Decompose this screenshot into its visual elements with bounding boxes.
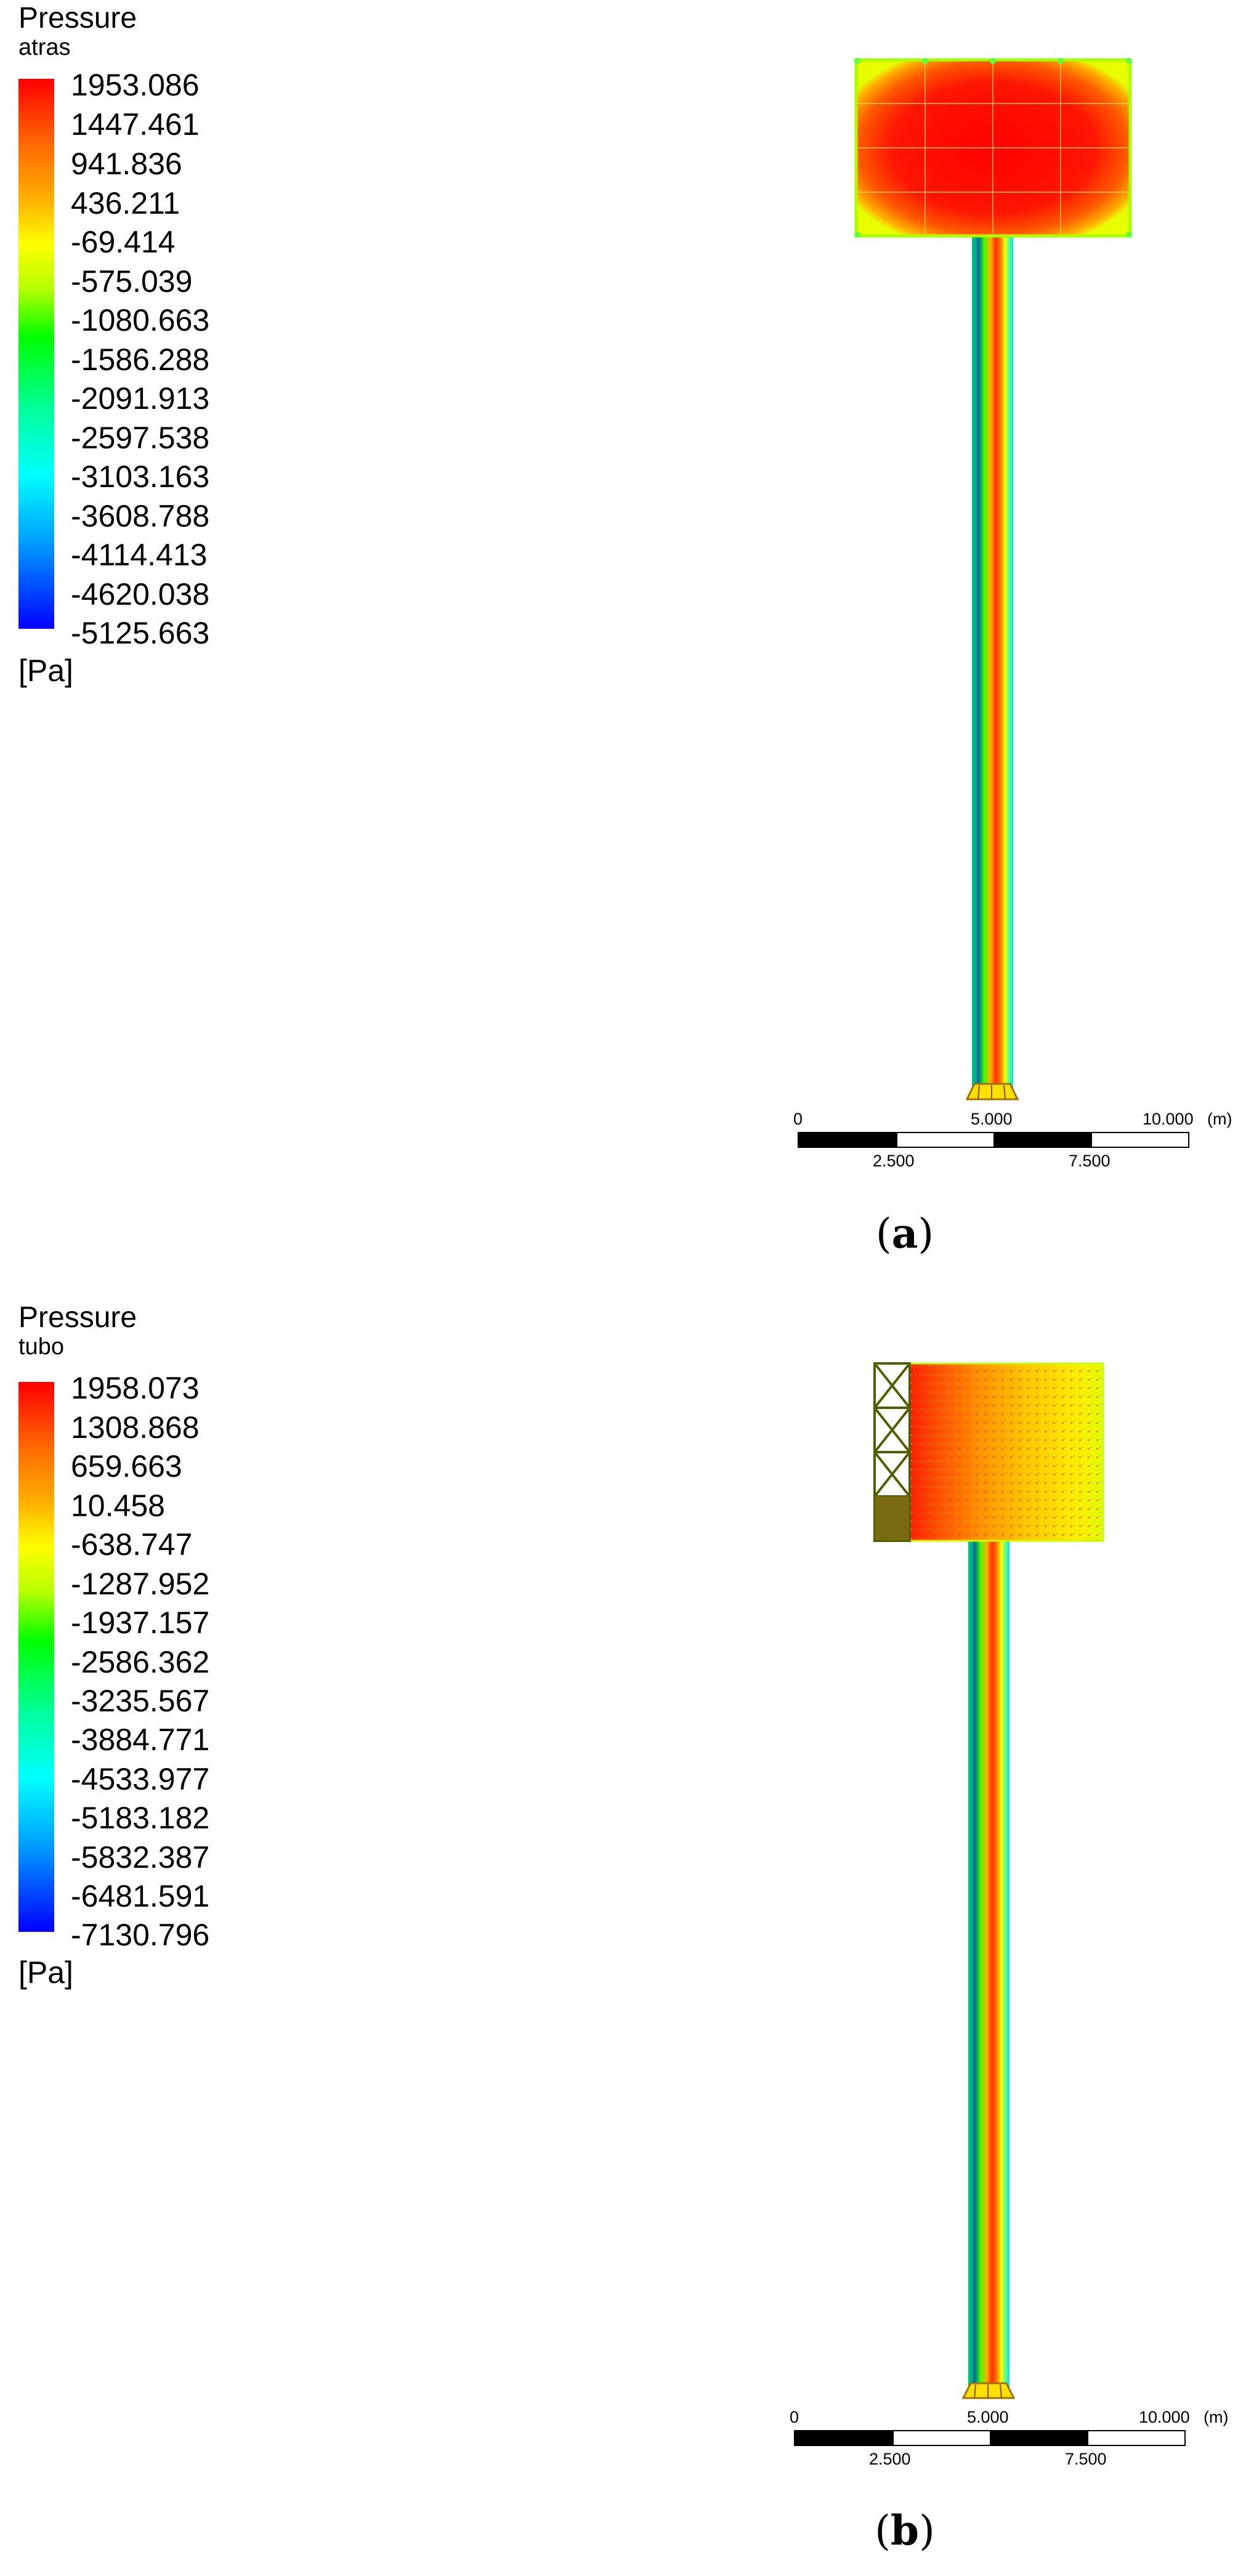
legend-tick: -575.039 (71, 264, 193, 299)
legend-tick: 941.836 (71, 147, 182, 181)
scale-label: 2.500 (873, 1152, 915, 1170)
scale-bar-a (798, 1132, 1189, 1148)
legend-subtitle: tubo (18, 1334, 64, 1360)
panel-a: Pressure atras 1953.086 1447.461 941.836… (0, 0, 1246, 1287)
scale-label: 7.500 (1069, 1152, 1110, 1170)
legend-tick: -1287.952 (71, 1567, 210, 1601)
legend-tick: -4620.038 (71, 577, 210, 612)
legend-tick: -1937.157 (71, 1605, 210, 1640)
legend-tick: -638.747 (71, 1527, 193, 1562)
truss-frame-b (873, 1362, 911, 1542)
scale-label: 0 (793, 1110, 803, 1128)
color-legend-bar (18, 79, 54, 629)
legend-tick: 1447.461 (71, 107, 200, 142)
legend-tick: -2586.362 (71, 1645, 210, 1679)
pressure-contour-b (794, 1362, 1186, 2446)
legend-tick: 10.458 (71, 1488, 165, 1523)
legend-title: Pressure (18, 1301, 137, 1334)
pole-b (968, 1535, 1009, 2398)
legend-tick: -1080.663 (71, 303, 210, 337)
scale-unit: (m) (1207, 1110, 1232, 1128)
scale-label: 0 (790, 2408, 799, 2426)
legend-tick: 436.211 (71, 186, 180, 220)
legend-tick: -5125.663 (71, 616, 210, 650)
legend-unit: [Pa] (18, 1955, 73, 1990)
scale-bar-b (794, 2430, 1186, 2446)
scale-unit: (m) (1204, 2408, 1229, 2426)
panel-b: Pressure tubo 1958.073 1308.868 659.663 … (0, 1299, 1246, 2576)
legend-tick: -3884.771 (71, 1722, 210, 1757)
legend-tick: 659.663 (71, 1449, 182, 1484)
legend-subtitle: atras (18, 34, 71, 60)
legend-tick: -2597.538 (71, 421, 210, 455)
legend-tick: -3608.788 (71, 499, 210, 533)
color-legend-bar (18, 1382, 54, 1932)
scale-label: 5.000 (967, 2408, 1009, 2426)
legend-tick: -5183.182 (71, 1801, 210, 1835)
legend-tick: 1958.073 (71, 1371, 200, 1405)
legend-tick: -69.414 (71, 225, 176, 259)
pressure-contour-a (798, 58, 1189, 1148)
legend-unit: [Pa] (18, 653, 73, 688)
legend-tick: -2091.913 (71, 381, 210, 416)
legend-tick: -4114.413 (71, 538, 208, 572)
legend-tick: 1308.868 (71, 1410, 200, 1445)
panel-label: (a) (875, 1209, 934, 1258)
scale-label: 10.000 (1143, 1110, 1194, 1128)
scale-label: 5.000 (971, 1110, 1013, 1128)
legend-title: Pressure (18, 2, 137, 34)
legend-tick: -6481.591 (71, 1879, 210, 1913)
panel-label: (b) (875, 2506, 935, 2554)
legend-tick: -3103.163 (71, 459, 210, 494)
scale-label: 7.500 (1065, 2450, 1107, 2468)
legend-tick: -3235.567 (71, 1684, 210, 1718)
legend-tick: -4533.977 (71, 1762, 210, 1796)
legend-tick: 1953.086 (71, 68, 200, 102)
legend-tick: -5832.387 (71, 1840, 210, 1875)
pole-a (972, 236, 1013, 1099)
scale-label: 10.000 (1139, 2408, 1190, 2426)
legend-tick: -7130.796 (71, 1918, 210, 1952)
scale-label: 2.500 (869, 2450, 911, 2468)
legend-tick: -1586.288 (71, 342, 210, 377)
